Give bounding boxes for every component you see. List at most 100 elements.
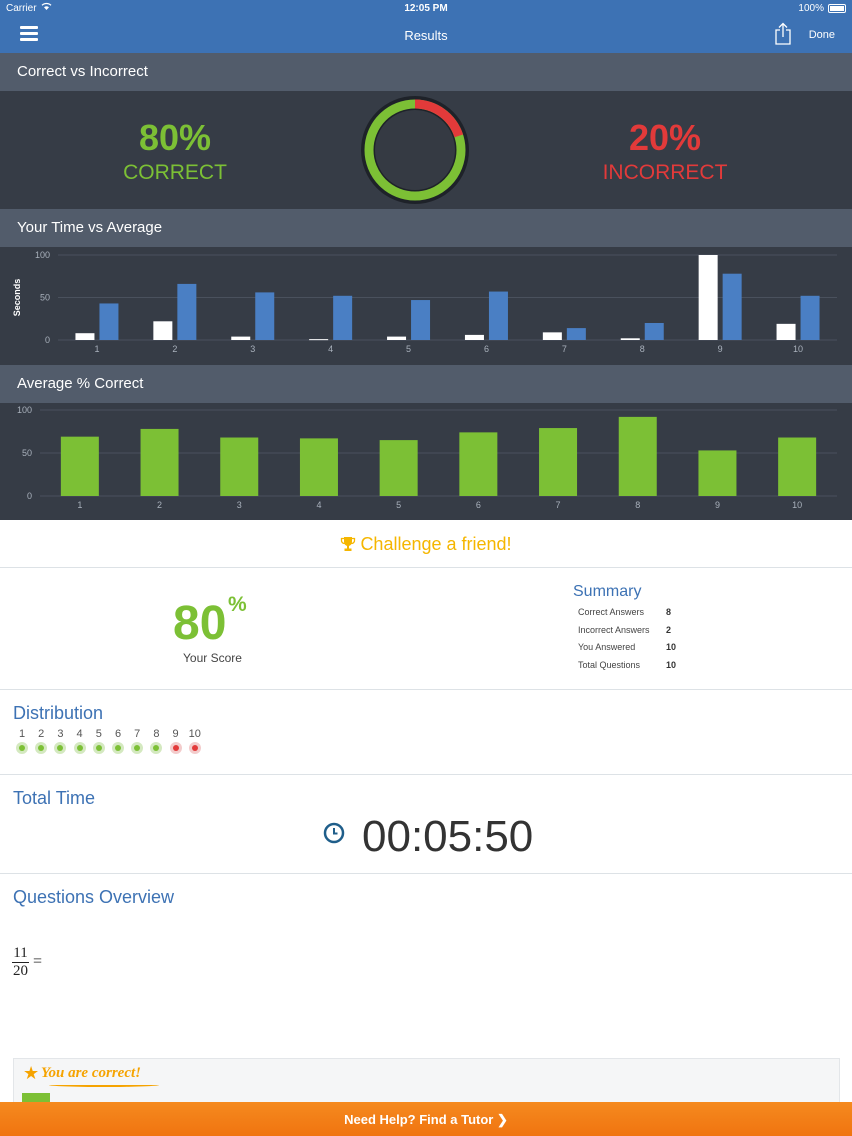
- correct-donut-chart: [361, 96, 469, 204]
- distribution-item-number: 1: [18, 728, 26, 740]
- correct-vs-incorrect-header: Correct vs Incorrect: [0, 53, 852, 91]
- distribution-section: Distribution 1 2 3 4 5 6 7 8 9 10: [0, 691, 852, 775]
- avg-chart-bar: [698, 450, 737, 496]
- avg-chart-xtick-label: 2: [157, 500, 162, 510]
- page-title: Results: [404, 28, 448, 43]
- correct-vs-incorrect-panel: 80% CORRECT 20% INCORRECT: [0, 91, 852, 209]
- avg-chart-bar: [379, 440, 418, 496]
- correct-dot-icon: [54, 742, 67, 754]
- equals-sign: =: [33, 953, 43, 970]
- hamburger-menu-icon[interactable]: [20, 26, 38, 42]
- avg-chart-ytick-label: 100: [17, 405, 32, 415]
- summary-row-incorrect: Incorrect Answers 2: [578, 625, 672, 635]
- time-chart-bar: [309, 339, 329, 341]
- questions-overview-title: Questions Overview: [13, 887, 175, 907]
- distribution-item-8: 8: [147, 728, 165, 754]
- avg-chart-ytick-label: 0: [27, 491, 32, 501]
- distribution-item-4: 4: [71, 728, 89, 754]
- avg-chart-xtick-label: 9: [715, 500, 720, 510]
- time-chart-xtick-label: 7: [562, 344, 567, 354]
- distribution-item-number: 7: [134, 728, 141, 740]
- distribution-item-6: 6: [109, 728, 127, 754]
- time-chart-bar: [99, 303, 119, 340]
- time-chart-bar: [387, 336, 407, 340]
- distribution-item-number: 4: [76, 728, 83, 740]
- distribution-item-number: 10: [188, 728, 201, 740]
- trophy-icon: [341, 537, 356, 551]
- distribution-item-7: 7: [128, 728, 146, 754]
- total-time-value: 00:05:50: [362, 812, 534, 861]
- avg-chart-xtick-label: 8: [635, 500, 640, 510]
- summary-row-correct: Correct Answers 8: [578, 607, 672, 617]
- correct-percent: 80%: [138, 117, 212, 158]
- time-chart-bar: [620, 338, 640, 340]
- score-label: Your Score: [183, 651, 242, 665]
- distribution-item-number: 3: [57, 728, 64, 740]
- total-time-section: Total Time 00:05:50: [0, 776, 852, 874]
- time-chart-bar: [722, 273, 742, 340]
- avg-chart-xtick-label: 7: [556, 500, 561, 510]
- average-correct-chart: 0 50 100 1 2 3 4 5 6 7 8 9 10: [17, 405, 837, 510]
- status-time: 12:05 PM: [404, 3, 448, 14]
- correct-dot-icon: [92, 742, 105, 754]
- answer-feedback-card: ★ You are correct!: [13, 1058, 840, 1108]
- score-percent-sign: %: [228, 593, 247, 616]
- time-chart-bar: [231, 336, 251, 340]
- time-chart-xtick-label: 4: [328, 344, 333, 354]
- avg-chart-bar: [778, 437, 817, 496]
- score-value: 80: [173, 597, 227, 650]
- find-tutor-button[interactable]: Need Help? Find a Tutor ❯: [0, 1102, 852, 1136]
- time-chart-ytick-label: 0: [45, 335, 50, 345]
- time-chart-bar: [800, 295, 820, 340]
- time-chart-bar: [644, 323, 664, 340]
- correct-label: CORRECT: [123, 161, 227, 184]
- fraction-numerator: 11: [12, 945, 29, 963]
- avg-chart-bar: [140, 428, 179, 496]
- distribution-title: Distribution: [13, 703, 104, 723]
- time-chart-bar: [698, 255, 718, 340]
- avg-chart-xtick-label: 4: [316, 500, 321, 510]
- questions-overview-section: Questions Overview 11 20 =: [0, 875, 852, 1105]
- time-chart-ytick-label: 50: [40, 293, 50, 303]
- distribution-item-3: 3: [51, 728, 69, 754]
- answer-feedback-text: You are correct!: [41, 1065, 141, 1081]
- time-chart-xtick-label: 5: [406, 344, 411, 354]
- status-bar: Carrier 12:05 PM 100%: [0, 0, 852, 17]
- total-time-title: Total Time: [13, 788, 96, 808]
- avg-chart-bar: [459, 432, 498, 496]
- done-button[interactable]: Done: [808, 29, 835, 41]
- time-chart-bar: [411, 300, 431, 340]
- share-icon[interactable]: [774, 22, 792, 46]
- time-chart-bar: [75, 333, 95, 340]
- time-chart-bar: [542, 332, 562, 340]
- avg-chart-ytick-label: 50: [22, 448, 32, 458]
- correct-dot-icon: [16, 742, 28, 754]
- time-chart-xtick-label: 1: [94, 344, 99, 354]
- fraction-denominator: 20: [13, 963, 28, 979]
- time-chart-xtick-label: 6: [484, 344, 489, 354]
- distribution-item-1: 1: [13, 728, 31, 754]
- incorrect-percent: 20%: [628, 117, 702, 158]
- time-chart-bar: [153, 321, 173, 340]
- average-correct-panel: 0 50 100 1 2 3 4 5 6 7 8 9 10: [0, 403, 852, 520]
- avg-chart-bar: [220, 437, 259, 496]
- challenge-friend-button[interactable]: Challenge a friend!: [0, 520, 852, 568]
- time-chart-bar: [776, 323, 796, 340]
- challenge-label: Challenge a friend!: [360, 534, 512, 554]
- score-section: 80 % Your Score Summary Correct Answers 8…: [0, 569, 852, 690]
- star-icon: ★: [23, 1063, 40, 1083]
- battery-icon: [828, 4, 846, 13]
- correct-dot-icon: [35, 742, 48, 754]
- correct-dot-icon: [112, 742, 124, 754]
- correct-dot-icon: [131, 742, 144, 754]
- wifi-icon: [41, 2, 52, 14]
- distribution-item-5: 5: [90, 728, 108, 754]
- correct-dot-icon: [73, 742, 86, 754]
- incorrect-dot-icon: [169, 742, 182, 754]
- avg-chart-xtick-label: 1: [77, 500, 82, 510]
- distribution-item-10: 10: [186, 728, 204, 754]
- time-chart-bar: [177, 283, 197, 340]
- distribution-item-number: 9: [172, 728, 179, 740]
- time-chart-xtick-label: 10: [793, 344, 803, 354]
- incorrect-label: INCORRECT: [602, 161, 728, 184]
